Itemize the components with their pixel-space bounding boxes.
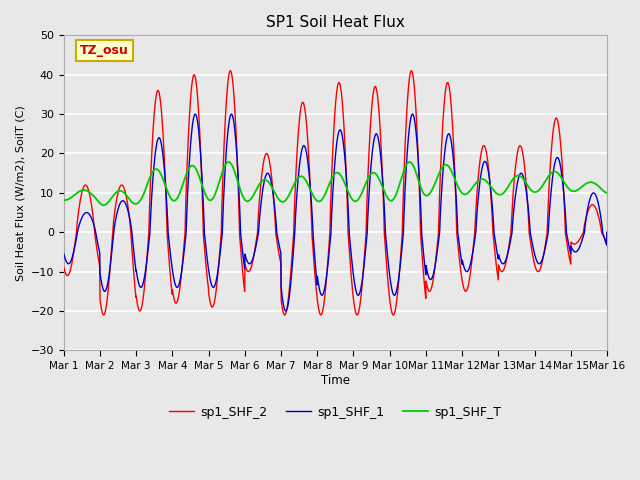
- sp1_SHF_2: [281, 312, 289, 318]
- sp1_SHF_1: [408, 111, 416, 117]
- sp1_SHF_T: [493, 191, 501, 197]
- sp1_SHF_T: [60, 197, 68, 203]
- Line: sp1_SHF_2: sp1_SHF_2: [64, 71, 607, 315]
- sp1_SHF_1: [603, 229, 611, 235]
- sp1_SHF_T: [225, 159, 232, 165]
- sp1_SHF_1: [493, 252, 501, 258]
- sp1_SHF_2: [227, 68, 234, 73]
- sp1_SHF_2: [364, 192, 371, 198]
- sp1_SHF_2: [60, 264, 68, 270]
- Legend: sp1_SHF_2, sp1_SHF_1, sp1_SHF_T: sp1_SHF_2, sp1_SHF_1, sp1_SHF_T: [164, 401, 507, 424]
- sp1_SHF_1: [211, 282, 219, 288]
- sp1_SHF_T: [603, 190, 611, 196]
- sp1_SHF_2: [493, 272, 501, 277]
- sp1_SHF_2: [571, 241, 579, 247]
- X-axis label: Time: Time: [321, 373, 350, 386]
- Title: SP1 Soil Heat Flux: SP1 Soil Heat Flux: [266, 15, 404, 30]
- sp1_SHF_2: [211, 294, 219, 300]
- sp1_SHF_1: [60, 251, 68, 257]
- sp1_SHF_T: [364, 177, 371, 183]
- sp1_SHF_T: [571, 188, 579, 194]
- Line: sp1_SHF_T: sp1_SHF_T: [64, 162, 607, 205]
- sp1_SHF_1: [571, 249, 579, 254]
- sp1_SHF_1: [363, 233, 371, 239]
- sp1_SHF_T: [100, 203, 108, 208]
- Text: TZ_osu: TZ_osu: [80, 44, 129, 57]
- sp1_SHF_1: [351, 284, 359, 289]
- sp1_SHF_2: [556, 129, 563, 134]
- Y-axis label: Soil Heat Flux (W/m2), SoilT (C): Soil Heat Flux (W/m2), SoilT (C): [15, 105, 25, 281]
- sp1_SHF_1: [282, 308, 289, 314]
- sp1_SHF_T: [351, 198, 359, 204]
- sp1_SHF_2: [603, 229, 611, 235]
- sp1_SHF_1: [556, 158, 563, 164]
- sp1_SHF_T: [556, 172, 563, 178]
- sp1_SHF_T: [212, 191, 220, 196]
- Line: sp1_SHF_1: sp1_SHF_1: [64, 114, 607, 311]
- sp1_SHF_2: [351, 308, 359, 314]
